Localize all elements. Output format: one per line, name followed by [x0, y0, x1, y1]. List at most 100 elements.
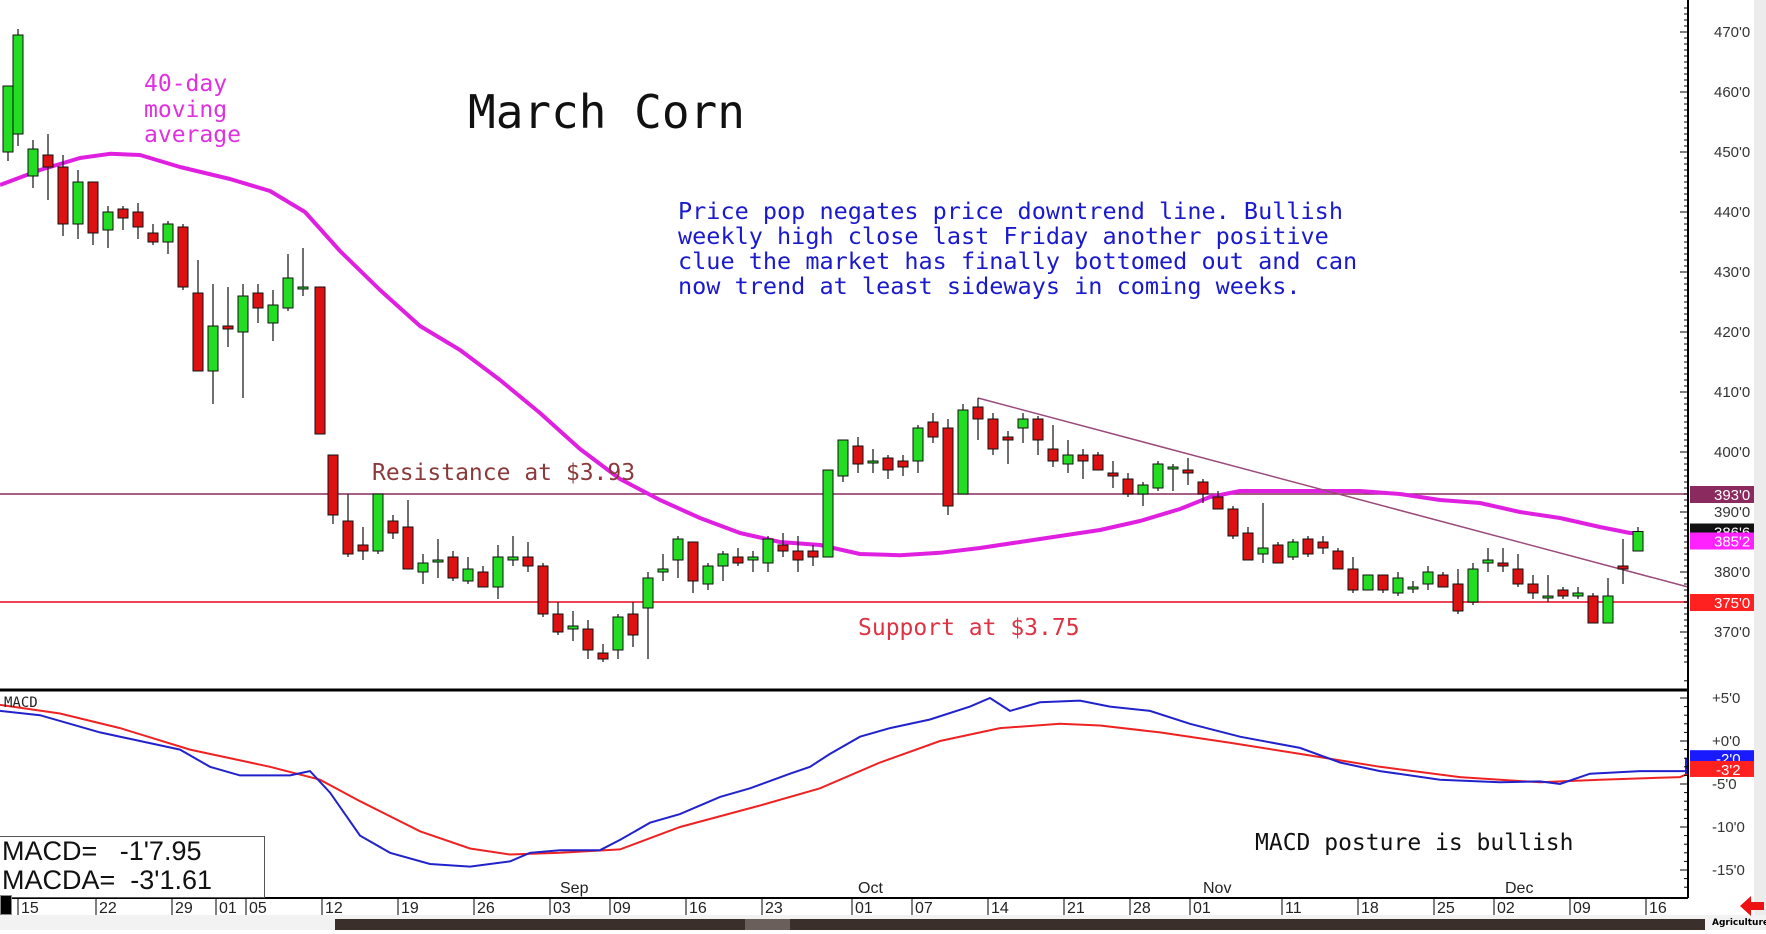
scroll-left-button[interactable]: [0, 895, 12, 915]
candle: [1227, 506, 1239, 539]
candle: [1182, 458, 1194, 485]
resistance-label: Resistance at $3.93: [372, 460, 635, 486]
macd-lines: [0, 696, 1687, 868]
candle: [1617, 539, 1629, 584]
date-tick-label: 21: [1067, 900, 1085, 917]
candle: [552, 602, 564, 635]
candle: [12, 29, 24, 146]
candle: [732, 548, 744, 566]
candle: [1392, 572, 1404, 596]
candle: [357, 527, 369, 560]
candle: [57, 155, 69, 236]
scrollbar-thumb[interactable]: [745, 919, 790, 930]
month-label: Nov: [1203, 880, 1231, 897]
price-tick-label: 370'0: [1714, 624, 1750, 641]
macd-value: MACD= -1'7.95: [2, 836, 202, 866]
candle: [1257, 503, 1269, 563]
price-badge: [1690, 532, 1766, 550]
chart-scrollbar[interactable]: [0, 915, 1766, 930]
month-label: Dec: [1505, 880, 1533, 897]
downtrend-line: [977, 397, 1689, 588]
candle: [1347, 557, 1359, 593]
date-tick-label: 12: [325, 900, 343, 917]
candle: [597, 644, 609, 662]
candle: [314, 286, 326, 435]
candle: [177, 224, 189, 290]
candle: [252, 284, 264, 323]
candle: [672, 536, 684, 578]
price-tick-label: 380'0: [1714, 564, 1750, 581]
candle: [1287, 539, 1299, 560]
candle: [1467, 563, 1479, 605]
candle: [882, 455, 894, 479]
candle: [1212, 491, 1224, 510]
candle: [897, 455, 909, 476]
candle: [1437, 572, 1449, 588]
date-tick-label: 05: [249, 900, 267, 917]
date-tick-label: 02: [1497, 900, 1515, 917]
candle: [987, 413, 999, 455]
candle: [1557, 587, 1569, 599]
candle: [972, 398, 984, 440]
price-axis: 470'0 460'0 450'0 440'0 430'0 420'0 410'0 400'0…: [1680, 7, 1766, 663]
candle: [522, 542, 534, 572]
candle: [582, 620, 594, 659]
scrollbar-track[interactable]: [335, 919, 1705, 930]
candle: [1377, 574, 1389, 593]
commentary-line-2: weekly high close last Friday another po…: [678, 222, 1329, 250]
price-badge-label: 385'2: [1714, 534, 1750, 551]
date-tick-label: 11: [1285, 900, 1302, 917]
price-tick-label: 400'0: [1714, 444, 1750, 461]
date-tick-label: 18: [1361, 900, 1379, 917]
candle: [1152, 461, 1164, 491]
candle: [642, 572, 654, 659]
candle: [477, 566, 489, 588]
date-tick-label: 26: [477, 900, 495, 917]
candle: [132, 203, 144, 239]
price-badge-label: 393'0: [1714, 487, 1750, 504]
candle: [717, 551, 729, 581]
chart-title: March Corn: [468, 85, 745, 139]
candle: [432, 539, 444, 578]
price-tick-label: 410'0: [1714, 384, 1750, 401]
back-arrow-icon[interactable]: [1740, 896, 1764, 916]
candle: [2, 85, 14, 161]
support-label: Support at $3.75: [858, 615, 1080, 641]
date-axis: 15 22 29 01 05 12 19 26 03 09 16 23 01 07 14 21 28 01 11 18…: [17, 880, 1667, 917]
macda-line: [0, 703, 1687, 856]
candle: [792, 536, 804, 572]
date-tick-label: 09: [613, 900, 631, 917]
commentary-line-1: Price pop negates price downtrend line. …: [678, 197, 1343, 225]
commentary-line-3: clue the market has finally bottomed out…: [678, 247, 1357, 275]
candle: [1167, 464, 1179, 491]
candle: [1077, 449, 1089, 479]
macd-tick-label: -10'0: [1712, 819, 1745, 836]
date-tick-label: 01: [219, 900, 237, 917]
candle: [777, 533, 789, 557]
candle: [942, 419, 954, 515]
month-label: Sep: [560, 880, 589, 897]
candle: [1497, 548, 1509, 572]
candle: [1302, 536, 1314, 557]
candle: [87, 181, 99, 245]
candle: [867, 449, 879, 473]
price-tick-label: 390'0: [1714, 504, 1750, 521]
macd-panel-label: MACD: [4, 695, 38, 711]
date-tick-label: 01: [1193, 900, 1211, 917]
candle: [102, 206, 114, 248]
candle: [1137, 482, 1149, 506]
macd-axis: +5'0+0'0-5'0-10'0-15'0-2'0-3'2: [1680, 680, 1766, 888]
ma-label-line-2: moving: [144, 97, 227, 123]
candle: [387, 515, 399, 539]
candle: [747, 551, 759, 572]
date-tick-label: 29: [175, 900, 193, 917]
candle: [1482, 548, 1494, 572]
candle: [1122, 473, 1134, 497]
candle: [1452, 569, 1464, 614]
candle: [162, 221, 174, 254]
candle: [627, 602, 639, 647]
candle: [237, 284, 249, 398]
candle: [402, 500, 414, 570]
date-tick-label: 07: [915, 900, 933, 917]
